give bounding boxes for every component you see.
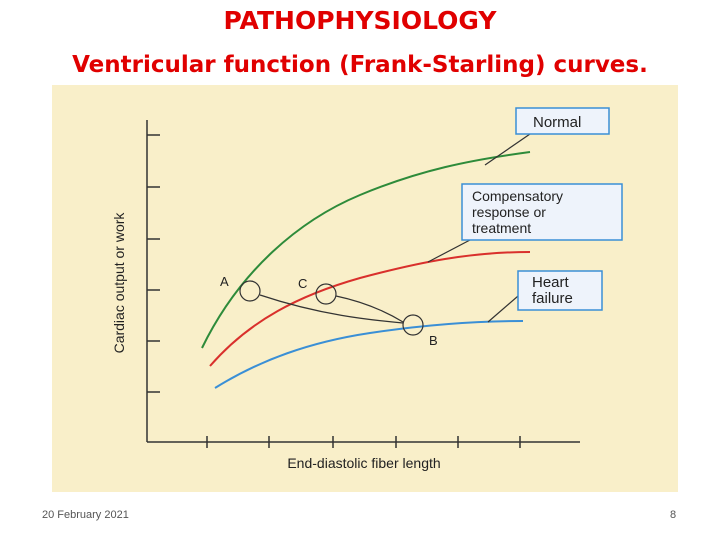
normal-label: Normal [533,114,581,131]
y-axis-label: Cardiac output or work [111,212,127,354]
point-label: B [429,333,438,348]
x-axis-label: End-diastolic fiber length [287,455,440,471]
slide-subtitle: Ventricular function (Frank-Starling) cu… [72,52,648,78]
label-boxes [461,107,623,311]
heart-failure-label: failure [532,290,573,307]
point-label: A [220,274,229,289]
panel [52,85,678,492]
slide-title: PATHOPHYSIOLOGY [223,6,497,35]
compensatory-label: treatment [472,220,531,236]
footer-date: 20 February 2021 [42,509,129,521]
heart-failure-label: Heart [532,274,570,291]
state-markers [239,133,531,336]
axes [146,120,580,448]
page-number: 8 [670,509,677,521]
failure-curve [214,320,524,389]
normal-curve [201,151,531,349]
compensatory-label: Compensatory [472,188,563,204]
compensatory-curve [209,251,531,367]
compensatory-label: response or [472,204,546,220]
point-label: C [298,276,307,291]
